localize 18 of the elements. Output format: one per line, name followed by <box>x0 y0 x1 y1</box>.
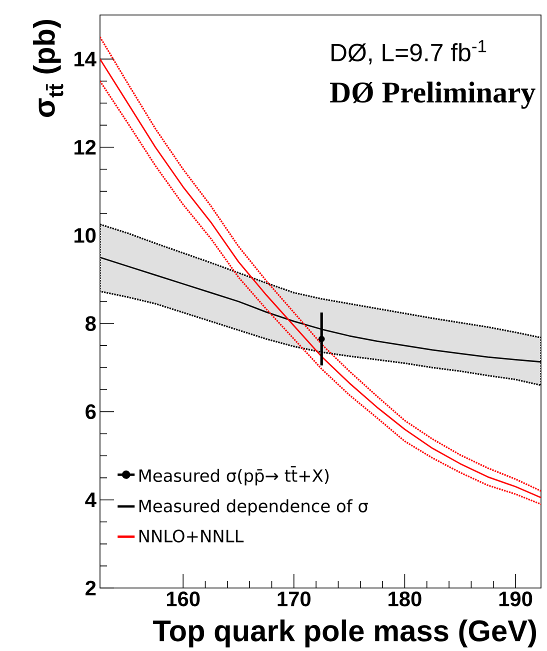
y-tick-label: 12 <box>74 140 96 155</box>
y-tick-label: 8 <box>86 316 96 331</box>
x-tick-label: 190 <box>499 592 532 606</box>
legend-label: Measured dependence of σ <box>139 499 368 516</box>
legend-label: Measured σ(pp̄→ tt̄+X) <box>139 466 329 486</box>
y-tick-label: 10 <box>74 228 96 243</box>
annotation: DØ Preliminary <box>330 82 536 109</box>
legend-label: NNLO+NNLL <box>139 530 244 542</box>
y-tick-label: 2 <box>86 580 96 596</box>
y-tick-label: 14 <box>74 52 96 66</box>
x-axis-title: Top quark pole mass (GeV) <box>153 620 536 648</box>
y-axis-title: σ$_{tt̄}$ (pb) <box>32 20 64 117</box>
x-tick-label: 180 <box>388 592 422 606</box>
y-tick-label: 6 <box>86 404 96 420</box>
annotation: DØ, L=9.7 fb$^{-1}$ <box>332 40 486 64</box>
x-tick-label: 170 <box>278 592 311 606</box>
x-tick-label: 160 <box>166 592 200 606</box>
y-tick-label: 4 <box>85 492 96 508</box>
